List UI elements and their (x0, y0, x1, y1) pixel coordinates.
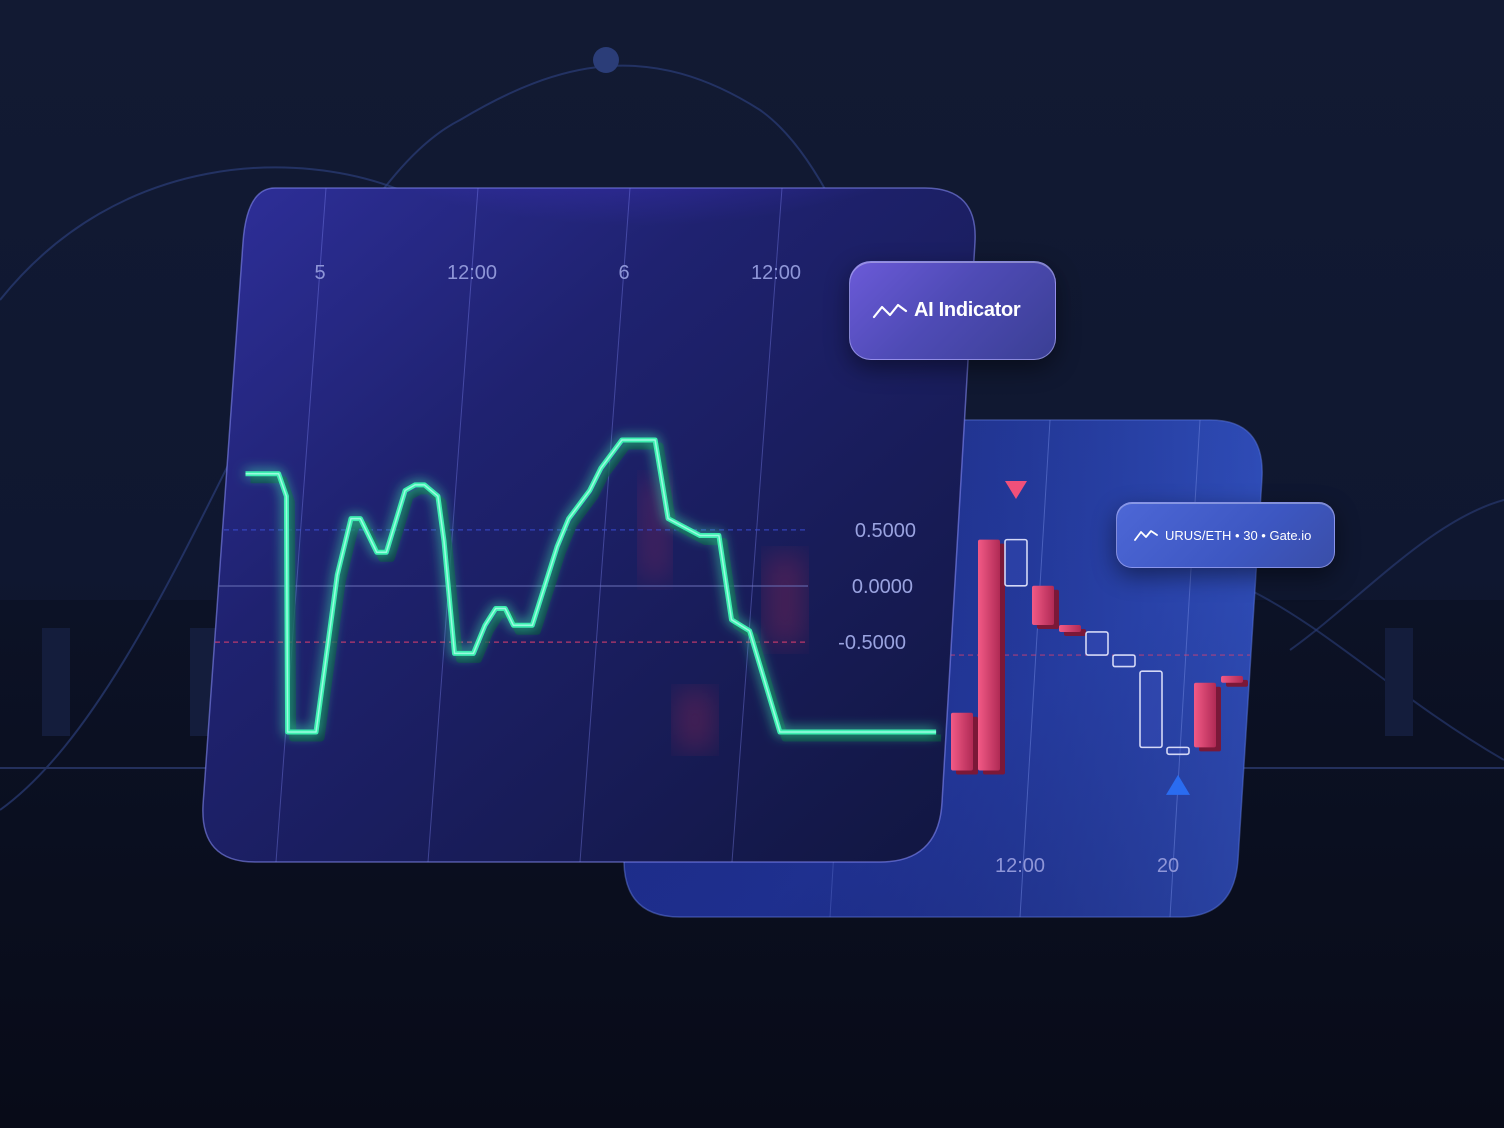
indicator-line-core (245, 439, 937, 733)
ai-indicator-badge[interactable]: AI Indicator (849, 261, 1056, 360)
sell-marker (1005, 481, 1027, 499)
trend-line-icon (872, 303, 908, 318)
ai-indicator-label: AI Indicator (914, 299, 1021, 321)
indicator-panel: 5 12:00 6 12:00 0.5000 0.0000 -0.5000 (202, 187, 976, 863)
trend-line-icon (1134, 530, 1158, 541)
candle (1194, 682, 1221, 752)
candle-body (1221, 675, 1243, 683)
x-gridline (731, 188, 783, 862)
y-tick-label: -0.5000 (838, 632, 906, 654)
x-tick-label: 5 (314, 262, 325, 284)
candle-body (978, 539, 1000, 771)
candle (1221, 675, 1248, 687)
y-tick-label: 0.0000 (852, 576, 913, 598)
x-gridline (579, 188, 631, 862)
pair-badge[interactable]: URUS/ETH • 30 • Gate.io (1116, 502, 1335, 568)
candle-body (1032, 585, 1054, 626)
candle (1112, 654, 1136, 668)
candle-body (1166, 746, 1190, 756)
x-gridline (427, 188, 479, 862)
candle (1032, 585, 1059, 630)
pair-label: URUS/ETH • 30 • Gate.io (1165, 527, 1312, 543)
candle-body (1004, 538, 1028, 587)
candle-body (1112, 654, 1136, 668)
candle (951, 712, 978, 775)
candle (1085, 631, 1109, 656)
x-tick-label: 12:00 (995, 855, 1045, 877)
x-tick-label: 20 (1157, 855, 1179, 877)
background-dot (593, 47, 619, 73)
candle-body (1085, 631, 1109, 656)
x-tick-label: 12:00 (447, 262, 497, 284)
y-tick-label: 0.5000 (855, 520, 916, 542)
indicator-line-shadow (250, 442, 942, 742)
candle (1139, 670, 1163, 749)
candle-body (1194, 682, 1216, 748)
candle-body (951, 712, 973, 771)
x-tick-label: 6 (618, 262, 629, 284)
candle (1004, 538, 1028, 587)
candle (1166, 746, 1190, 756)
x-gridline (275, 188, 327, 862)
buy-marker (1166, 774, 1190, 795)
candle (978, 539, 1005, 775)
x-tick-label: 12:00 (751, 262, 801, 284)
candle-body (1139, 670, 1163, 749)
candle-body (1059, 625, 1081, 632)
candle (1059, 625, 1086, 636)
